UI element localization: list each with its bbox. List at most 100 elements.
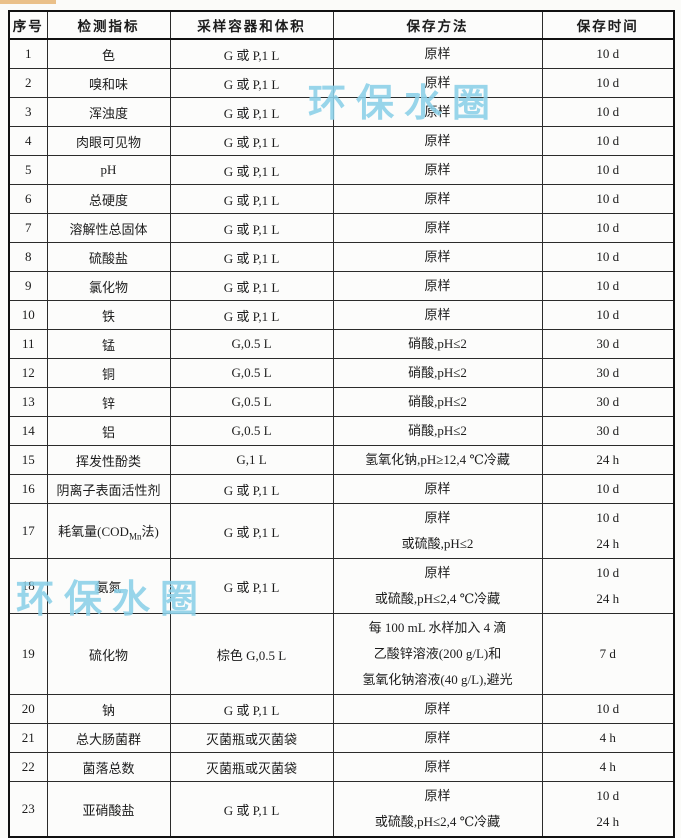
table-row: 19 硫化物 棕色 G,0.5 L 每 100 mL 水样加入 4 滴乙酸锌溶液… [8, 613, 675, 695]
table-row: 4 肉眼可见物 G 或 P,1 L 原样 10 d [8, 126, 675, 156]
cell-container: G 或 P,1 L [169, 126, 334, 156]
cell-container: G 或 P,1 L [169, 213, 334, 243]
cell-container: G,0.5 L [169, 387, 334, 417]
cell-container: G,0.5 L [169, 358, 334, 388]
cell-no: 12 [8, 358, 48, 388]
table-row: 1 色 G 或 P,1 L 原样 10 d [8, 38, 675, 69]
cell-indicator: 硫化物 [46, 613, 171, 695]
table-row: 17 耗氧量(CODMn法) G 或 P,1 L 原样 或硫酸,pH≤2 10 d… [8, 503, 675, 559]
table-row: 18 氨氮 G 或 P,1 L 原样 或硫酸,pH≤2,4 ℃冷藏 10 d 24 … [8, 558, 675, 614]
cell-time: 24 h [541, 445, 675, 475]
table-row: 20 钠 G 或 P,1 L 原样 10 d [8, 694, 675, 724]
cell-method: 原样 或硫酸,pH≤2 [332, 503, 543, 559]
cell-time: 10 d 24 h [541, 558, 675, 614]
cell-method: 原样 [332, 271, 543, 301]
table-row: 13 锌 G,0.5 L 硝酸,pH≤2 30 d [8, 387, 675, 417]
cell-container: G 或 P,1 L [169, 271, 334, 301]
cell-indicator: pH [46, 155, 171, 185]
cell-no: 17 [8, 503, 48, 559]
cell-no: 23 [8, 781, 48, 838]
cell-time: 4 h [541, 723, 675, 753]
cell-indicator: 溶解性总固体 [46, 213, 171, 243]
cell-container: 灭菌瓶或灭菌袋 [169, 752, 334, 782]
cell-no: 16 [8, 474, 48, 504]
cell-time: 10 d 24 h [541, 503, 675, 559]
cell-indicator: 菌落总数 [46, 752, 171, 782]
table-row: 2 嗅和味 G 或 P,1 L 原样 10 d [8, 68, 675, 98]
cell-method: 原样 [332, 723, 543, 753]
cell-container: G,1 L [169, 445, 334, 475]
cell-time: 10 d [541, 155, 675, 185]
cell-no: 21 [8, 723, 48, 753]
cell-method: 原样 或硫酸,pH≤2,4 ℃冷藏 [332, 558, 543, 614]
cell-container: G 或 P,1 L [169, 300, 334, 330]
cell-container: G,0.5 L [169, 329, 334, 359]
cell-indicator: 总硬度 [46, 184, 171, 214]
cell-no: 9 [8, 271, 48, 301]
cell-container: G 或 P,1 L [169, 155, 334, 185]
cell-indicator: 锰 [46, 329, 171, 359]
table-row: 14 铝 G,0.5 L 硝酸,pH≤2 30 d [8, 416, 675, 446]
water-quality-preservation-table: 序号 检测指标 采样容器和体积 保存方法 保存时间 1 色 G 或 P,1 L … [8, 10, 675, 838]
table-row: 6 总硬度 G 或 P,1 L 原样 10 d [8, 184, 675, 214]
header-row: 序号 检测指标 采样容器和体积 保存方法 保存时间 [8, 10, 675, 40]
cell-method: 原样 [332, 242, 543, 272]
cell-indicator: 氨氮 [46, 558, 171, 614]
cell-time: 10 d [541, 213, 675, 243]
cell-method: 原样 或硫酸,pH≤2,4 ℃冷藏 [332, 781, 543, 838]
cell-indicator: 钠 [46, 694, 171, 724]
cell-time: 10 d [541, 38, 675, 69]
cell-time: 10 d [541, 474, 675, 504]
table-row: 11 锰 G,0.5 L 硝酸,pH≤2 30 d [8, 329, 675, 359]
cell-time: 30 d [541, 329, 675, 359]
cell-no: 8 [8, 242, 48, 272]
cell-indicator: 铝 [46, 416, 171, 446]
cell-no: 15 [8, 445, 48, 475]
cell-no: 1 [8, 38, 48, 69]
cell-time: 10 d [541, 184, 675, 214]
table-row: 3 浑浊度 G 或 P,1 L 原样 10 d [8, 97, 675, 127]
header-method: 保存方法 [332, 10, 543, 40]
cell-indicator: 挥发性酚类 [46, 445, 171, 475]
table-row: 22 菌落总数 灭菌瓶或灭菌袋 原样 4 h [8, 752, 675, 782]
document-page: 序号 检测指标 采样容器和体积 保存方法 保存时间 1 色 G 或 P,1 L … [8, 10, 675, 838]
cell-container: 棕色 G,0.5 L [169, 613, 334, 695]
cell-indicator: 氯化物 [46, 271, 171, 301]
cell-method: 原样 [332, 300, 543, 330]
cell-container: 灭菌瓶或灭菌袋 [169, 723, 334, 753]
table-row: 15 挥发性酚类 G,1 L 氢氧化钠,pH≥12,4 ℃冷藏 24 h [8, 445, 675, 475]
cell-indicator: 浑浊度 [46, 97, 171, 127]
cell-method: 氢氧化钠,pH≥12,4 ℃冷藏 [332, 445, 543, 475]
cell-no: 20 [8, 694, 48, 724]
table-row: 16 阴离子表面活性剂 G 或 P,1 L 原样 10 d [8, 474, 675, 504]
table-row: 21 总大肠菌群 灭菌瓶或灭菌袋 原样 4 h [8, 723, 675, 753]
cell-container: G 或 P,1 L [169, 242, 334, 272]
cell-indicator: 铁 [46, 300, 171, 330]
scan-artifact-strip [0, 0, 56, 4]
cell-indicator: 铜 [46, 358, 171, 388]
cell-time: 10 d [541, 271, 675, 301]
cell-no: 10 [8, 300, 48, 330]
cell-indicator: 嗅和味 [46, 68, 171, 98]
cell-method: 原样 [332, 97, 543, 127]
cell-time: 10 d [541, 126, 675, 156]
cell-time: 30 d [541, 358, 675, 388]
cod-mn-subscript: Mn [128, 531, 142, 542]
cell-time: 30 d [541, 387, 675, 417]
cell-no: 4 [8, 126, 48, 156]
cell-time: 30 d [541, 416, 675, 446]
header-container: 采样容器和体积 [169, 10, 334, 40]
cell-no: 13 [8, 387, 48, 417]
cell-indicator: 硫酸盐 [46, 242, 171, 272]
cell-method: 每 100 mL 水样加入 4 滴乙酸锌溶液(200 g/L)和 氢氧化钠溶液(4… [332, 613, 543, 695]
cell-no: 7 [8, 213, 48, 243]
cell-indicator: 锌 [46, 387, 171, 417]
cell-indicator: 亚硝酸盐 [46, 781, 171, 838]
cell-container: G,0.5 L [169, 416, 334, 446]
cell-no: 6 [8, 184, 48, 214]
cell-time: 10 d [541, 68, 675, 98]
cell-indicator: 耗氧量(CODMn法) [46, 503, 171, 559]
header-no: 序号 [8, 10, 48, 40]
cell-no: 2 [8, 68, 48, 98]
